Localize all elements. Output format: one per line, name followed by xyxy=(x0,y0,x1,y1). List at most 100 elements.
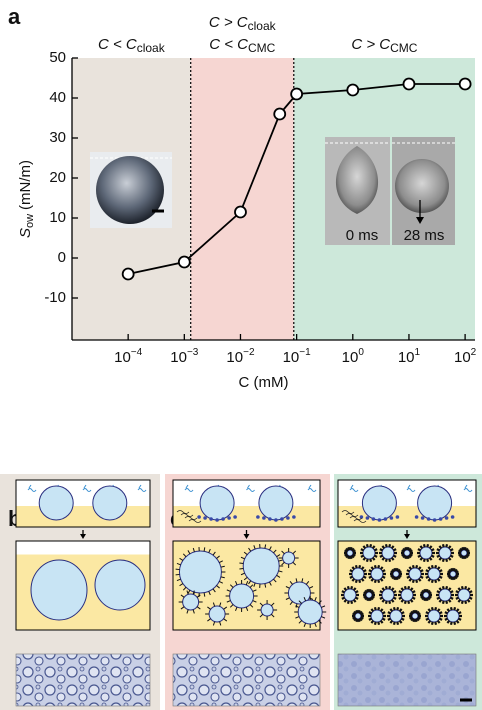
surfactant xyxy=(432,622,433,625)
surfactant xyxy=(381,609,383,611)
surfactant xyxy=(443,586,444,589)
surfactant xyxy=(450,549,453,550)
surfactant xyxy=(370,589,371,592)
surfactant xyxy=(381,567,383,569)
surfactant xyxy=(372,592,375,593)
surfactant xyxy=(392,558,394,560)
surfactant-head xyxy=(227,516,231,520)
surfactant xyxy=(397,577,398,580)
surfactant xyxy=(380,549,383,550)
surfactant xyxy=(465,547,466,550)
droplet xyxy=(382,589,394,601)
surfactant xyxy=(410,550,413,551)
surfactant xyxy=(368,598,369,601)
surfactant xyxy=(371,597,373,599)
droplet xyxy=(261,604,273,616)
surfactant-head xyxy=(390,516,394,520)
surfactant xyxy=(439,600,441,602)
droplet xyxy=(200,486,234,520)
y-tick-label: 30 xyxy=(49,129,66,146)
surfactant xyxy=(438,621,440,623)
surfactant xyxy=(412,598,415,599)
surfactant xyxy=(361,549,364,550)
droplet xyxy=(390,610,402,622)
droplet xyxy=(259,486,293,520)
surfactant xyxy=(375,622,376,625)
surfactant xyxy=(394,622,395,625)
surfactant xyxy=(467,550,470,551)
droplet xyxy=(209,606,225,622)
surfactant xyxy=(382,546,384,548)
surfactant xyxy=(427,544,428,547)
surfactant xyxy=(452,568,453,571)
surfactant xyxy=(378,622,379,625)
surfactant xyxy=(407,577,410,578)
surfactant xyxy=(353,550,356,551)
surfactant xyxy=(392,588,394,590)
surfactant xyxy=(369,619,372,620)
y-label-unit: (mN/m) xyxy=(17,160,34,210)
surfactant xyxy=(352,567,354,569)
droplet xyxy=(428,568,440,580)
surfactant xyxy=(435,580,436,583)
surfactant xyxy=(435,622,436,625)
surfactant xyxy=(393,598,396,599)
surfactant xyxy=(410,617,413,618)
x-tick-exp: 1 xyxy=(415,347,421,358)
droplet xyxy=(371,610,383,622)
surfactant-head xyxy=(415,515,419,519)
surfactant xyxy=(378,565,379,568)
surfactant xyxy=(435,607,436,610)
surfactant xyxy=(365,590,367,592)
droplet xyxy=(447,610,459,622)
region-label-text: C > C xyxy=(209,14,248,31)
surfactant xyxy=(463,547,464,550)
surfactant xyxy=(455,576,457,578)
surfactant xyxy=(388,612,391,613)
surfactant xyxy=(345,554,348,555)
surfactant xyxy=(459,554,462,555)
surfactant xyxy=(448,575,451,576)
y-tick-label: -10 xyxy=(44,289,66,306)
surfactant xyxy=(367,544,368,547)
surfactant xyxy=(409,579,411,581)
surfactant xyxy=(409,555,411,557)
droplet xyxy=(298,600,322,624)
surfactant xyxy=(382,588,384,590)
surfactant xyxy=(411,611,413,613)
x-tick-base: 10 xyxy=(283,349,300,366)
surfactant xyxy=(413,580,414,583)
surfactant xyxy=(374,556,377,557)
surfactant xyxy=(369,577,372,578)
x-axis-label: C (mM) xyxy=(239,374,289,391)
surfactant xyxy=(380,591,383,592)
y-label-symbol: S xyxy=(17,228,34,238)
droplet xyxy=(179,551,221,593)
surfactant xyxy=(401,619,404,620)
x-tick-label: 101 xyxy=(398,347,421,366)
x-tick-base: 10 xyxy=(454,349,471,366)
x-tick-exp: 0 xyxy=(358,347,364,358)
inset-photo xyxy=(90,152,172,228)
droplet xyxy=(366,592,372,598)
surfactant xyxy=(369,612,372,613)
surfactant xyxy=(428,579,430,581)
surfactant xyxy=(406,547,407,550)
surfactant xyxy=(382,570,385,571)
surfactant xyxy=(443,559,444,562)
x-tick-label: 10−2 xyxy=(226,347,255,366)
droplet xyxy=(404,550,410,556)
data-point xyxy=(123,269,134,280)
surfactant xyxy=(449,558,451,560)
surfactant xyxy=(449,569,451,571)
surfactant xyxy=(428,567,430,569)
y-label-sub: ow xyxy=(24,214,36,228)
surfactant xyxy=(390,609,392,611)
surfactant xyxy=(458,600,460,602)
x-tick-exp: 2 xyxy=(471,347,477,358)
surfactant xyxy=(425,598,426,601)
surfactant xyxy=(450,591,453,592)
surfactant-head xyxy=(262,516,266,520)
surfactant xyxy=(380,556,383,557)
y-tick-label: 20 xyxy=(49,169,66,186)
